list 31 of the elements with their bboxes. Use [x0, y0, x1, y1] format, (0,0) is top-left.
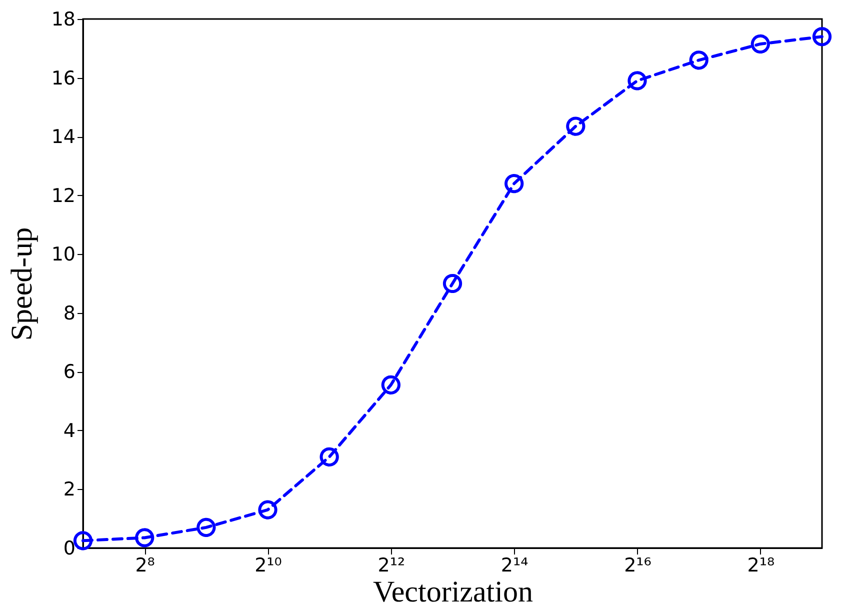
- x-axis-title: Vectorization: [373, 576, 533, 608]
- y-tick-label: 8: [63, 302, 76, 324]
- y-tick-label: 2: [63, 478, 76, 501]
- x-tick-label: 2⁸: [135, 554, 155, 576]
- point: [196, 518, 216, 537]
- point: [73, 531, 93, 550]
- point: [566, 116, 586, 136]
- y-tick-label: 18: [51, 8, 76, 30]
- point: [442, 274, 462, 294]
- point: [258, 500, 278, 520]
- y-tick-label: 12: [51, 184, 76, 207]
- x-tick-label: 2¹⁶: [624, 554, 652, 576]
- point: [812, 27, 832, 46]
- point: [504, 174, 524, 194]
- y-tick-label: 14: [51, 126, 76, 148]
- y-axis-title: Speed-up: [5, 227, 38, 341]
- x-tick-label: 2¹²: [378, 554, 406, 576]
- y-tick-label: 4: [63, 420, 76, 442]
- point: [689, 50, 708, 70]
- x-tick-label: 2¹⁰: [254, 554, 282, 576]
- y-tick-label: 0: [63, 538, 76, 560]
- point: [135, 528, 154, 548]
- point: [381, 375, 400, 394]
- x-tick-label: 2¹⁸: [747, 554, 775, 576]
- y-tick-label: 10: [51, 244, 76, 266]
- point: [750, 34, 770, 54]
- x-tick-label: 2¹⁴: [500, 554, 529, 576]
- y-tick-label: 6: [63, 361, 76, 384]
- point: [628, 71, 647, 90]
- point: [320, 447, 339, 466]
- y-tick-label: 16: [51, 67, 76, 90]
